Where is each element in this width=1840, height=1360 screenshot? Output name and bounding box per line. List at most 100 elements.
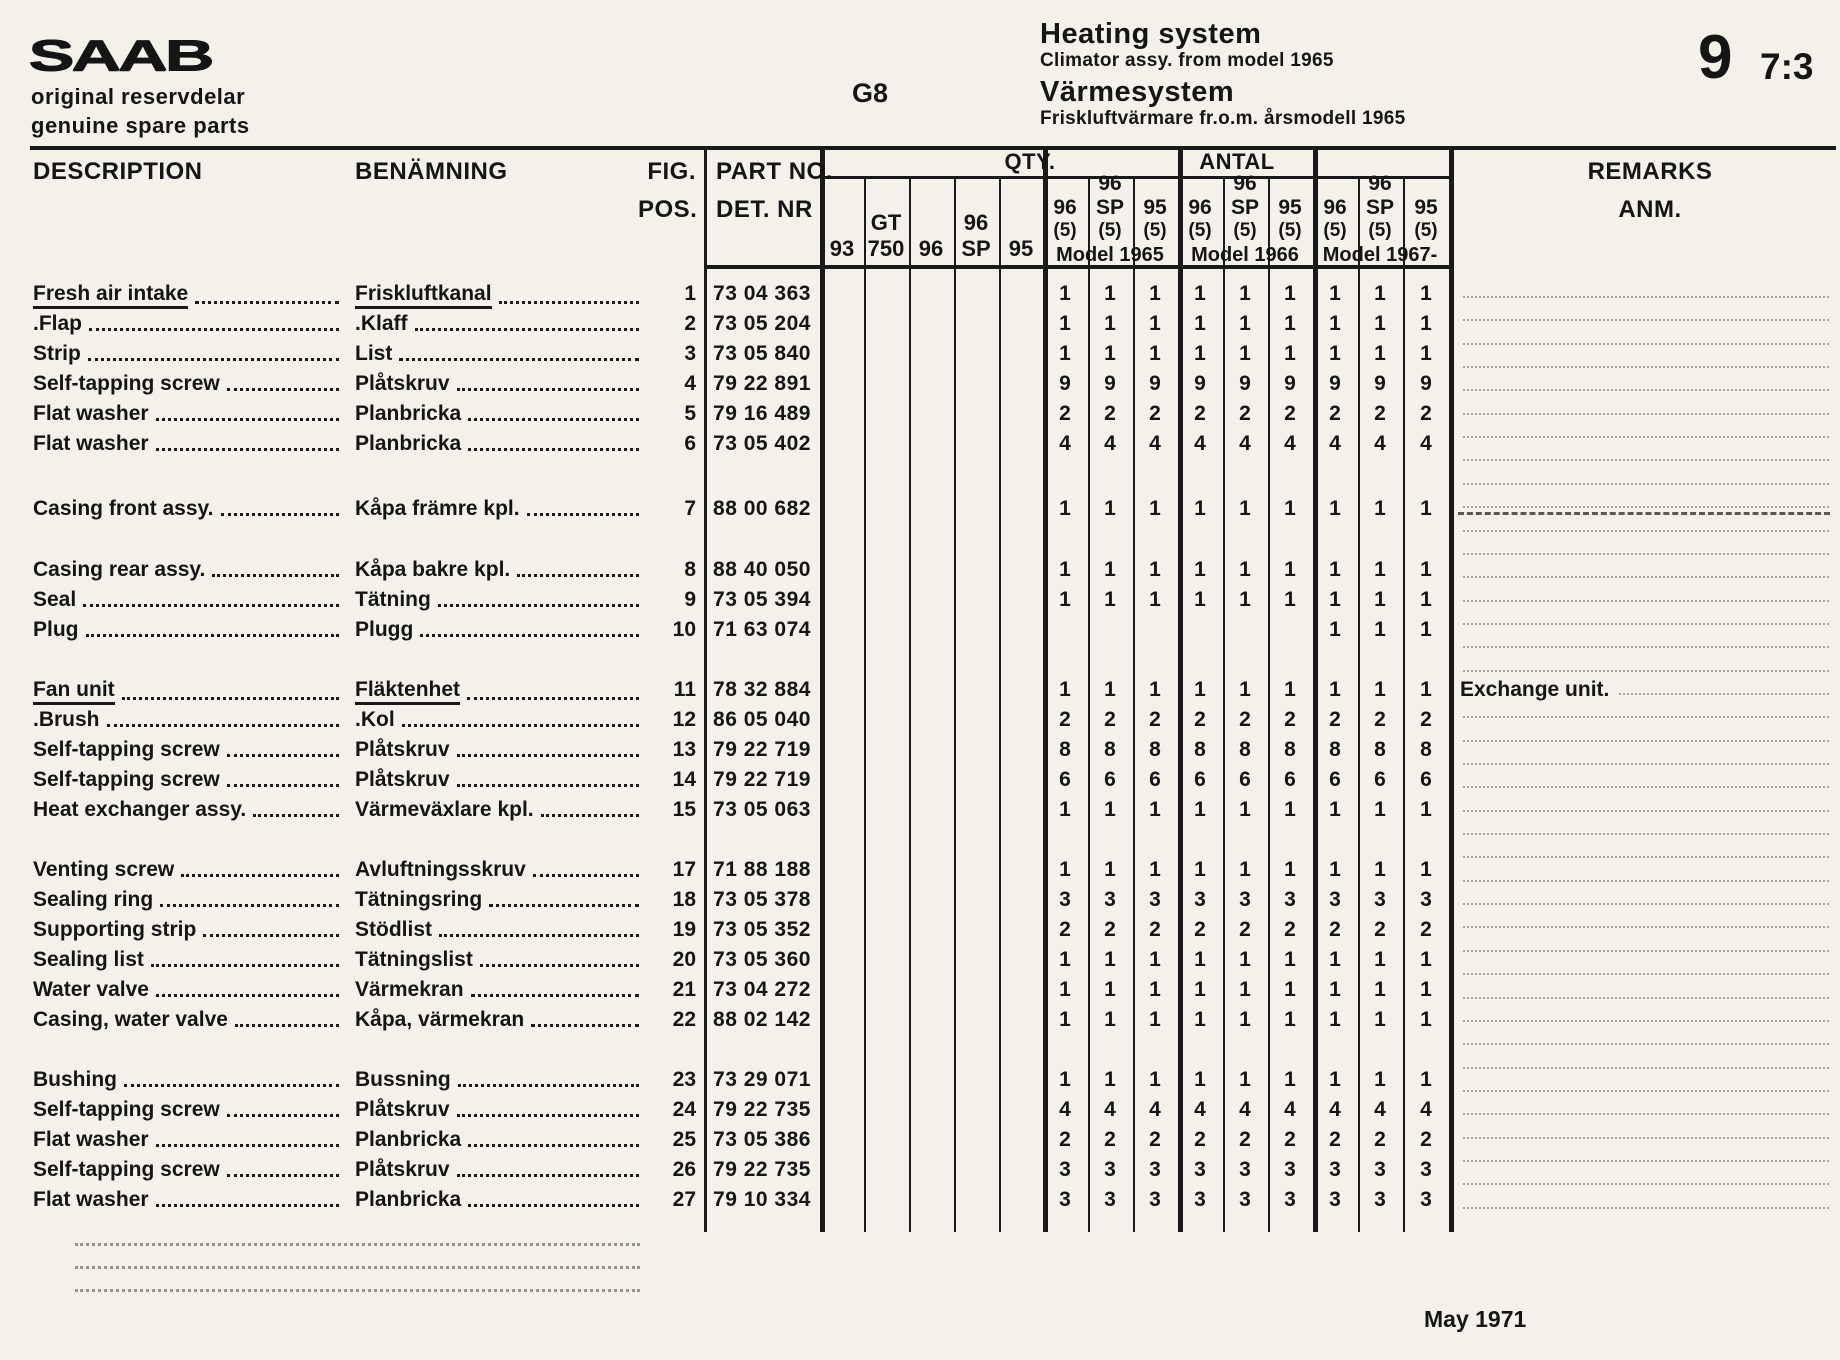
qty-value: 2 (1104, 402, 1116, 425)
qty-value: 6 (1194, 768, 1206, 791)
part-number-cell: 78 32 884 (713, 678, 811, 701)
benamning-cell: Planbricka (355, 432, 641, 456)
qty-value: 2 (1194, 918, 1206, 941)
remark-rule (1463, 553, 1829, 555)
qty-value: 1 (1239, 497, 1251, 520)
qty-value: 2 (1239, 1128, 1251, 1151)
qty-value: 1 (1194, 1068, 1206, 1091)
qty-value: 1 (1239, 978, 1251, 1001)
qty-value: 4 (1239, 432, 1251, 455)
col-header-qty: QTY. (1004, 149, 1056, 174)
dotted-leader (532, 874, 639, 877)
fig-pos-cell: 5 (684, 402, 696, 425)
qty-value: 1 (1194, 282, 1206, 305)
qty-value: 1 (1194, 312, 1206, 335)
dotted-leader (401, 724, 639, 727)
qty-value: 8 (1420, 738, 1432, 761)
qty-value: 1 (1239, 1068, 1251, 1091)
qty-value: 4 (1420, 432, 1432, 455)
remark-rule (1463, 459, 1829, 461)
qty-value: 1 (1329, 312, 1341, 335)
spec-column-label: (5) (1188, 220, 1212, 241)
remark-rule (1463, 810, 1829, 812)
pre-column-header: 95 (1009, 236, 1033, 262)
qty-value: 1 (1149, 678, 1161, 701)
benamning-cell: Tätning (355, 588, 641, 612)
qty-value: 1 (1374, 978, 1386, 1001)
benamning-cell: Plugg (355, 618, 641, 642)
qty-value: 1 (1149, 497, 1161, 520)
fig-pos-cell: 9 (684, 588, 696, 611)
qty-value: 2 (1284, 402, 1296, 425)
qty-value: 1 (1420, 342, 1432, 365)
qty-value: 1 (1284, 558, 1296, 581)
qty-value: 1 (1329, 497, 1341, 520)
remark-rule (1463, 856, 1829, 858)
benamning-cell: Friskluftkanal (355, 282, 641, 309)
benamning-text: Tätning (355, 588, 431, 611)
trailing-dotted-leader (75, 1243, 640, 1246)
qty-value: 2 (1284, 708, 1296, 731)
subtitle-swedish: Friskluftvärmare fr.o.m. årsmodell 1965 (1040, 108, 1406, 129)
qty-value: 4 (1284, 432, 1296, 455)
partno-left-line (704, 147, 707, 1232)
benamning-cell: .Klaff (355, 312, 641, 336)
description-cell: Sealing list (33, 948, 341, 972)
part-number-cell: 86 05 040 (713, 708, 811, 731)
qty-value: 1 (1420, 588, 1432, 611)
qty-value: 1 (1104, 342, 1116, 365)
col-header-benamning: BENÄMNING (355, 158, 508, 185)
qty-value: 1 (1329, 1068, 1341, 1091)
remark-rule (1463, 1043, 1829, 1045)
benamning-cell: Plåtskruv (355, 738, 641, 762)
qty-value: 1 (1059, 342, 1071, 365)
benamning-cell: Kåpa, värmekran (355, 1008, 641, 1032)
qty-value: 1 (1420, 858, 1432, 881)
remark-rule (1463, 693, 1829, 695)
dotted-leader (414, 328, 639, 331)
qty-value: 1 (1420, 678, 1432, 701)
trailing-dotted-leader (75, 1266, 640, 1269)
benamning-text: Fläktenhet (355, 678, 461, 705)
qty-value: 1 (1420, 1008, 1432, 1031)
qty-value: 3 (1059, 888, 1071, 911)
dotted-leader (399, 358, 639, 361)
qty-value: 4 (1239, 1098, 1251, 1121)
qty-value: 1 (1420, 1068, 1432, 1091)
description-cell: .Brush (33, 708, 341, 732)
fig-pos-cell: 12 (672, 708, 696, 731)
qty-value: 1 (1329, 618, 1341, 641)
benamning-text: Kåpa, värmekran (355, 1008, 525, 1031)
part-number-cell: 79 22 735 (713, 1098, 811, 1121)
dotted-leader (531, 1024, 639, 1027)
qty-value: 1 (1059, 678, 1071, 701)
dotted-leader (498, 301, 639, 304)
description-text: Sealing ring (33, 888, 154, 911)
qty-value: 4 (1374, 432, 1386, 455)
qty-value: 2 (1374, 918, 1386, 941)
qty-value: 2 (1239, 918, 1251, 941)
qty-value: 8 (1329, 738, 1341, 761)
qty-value: 1 (1104, 312, 1116, 335)
fig-pos-cell: 25 (672, 1128, 696, 1151)
part-number-cell: 73 05 352 (713, 918, 811, 941)
description-text: Flat washer (33, 1128, 149, 1151)
part-row: Heat exchanger assy. Värmeväxlare kpl. 15 7… (0, 798, 1840, 826)
remark-rule (1463, 833, 1829, 835)
fig-pos-cell: 27 (672, 1188, 696, 1211)
qty-value: 1 (1374, 588, 1386, 611)
qty-value: 1 (1284, 342, 1296, 365)
benamning-text: Plåtskruv (355, 738, 450, 761)
group-separator-line (1449, 147, 1454, 1232)
qty-value: 1 (1284, 282, 1296, 305)
benamning-cell: Avluftningsskruv (355, 858, 641, 882)
fig-pos-cell: 1 (684, 282, 696, 305)
qty-value: 3 (1420, 1158, 1432, 1181)
description-cell: Seal (33, 588, 341, 612)
qty-value: 1 (1374, 1008, 1386, 1031)
benamning-text: Planbricka (355, 1188, 462, 1211)
qty-value: 4 (1149, 432, 1161, 455)
part-number-cell: 73 04 363 (713, 282, 811, 305)
header-bottom-rule (704, 265, 1453, 269)
remark-rule (1463, 1137, 1829, 1139)
